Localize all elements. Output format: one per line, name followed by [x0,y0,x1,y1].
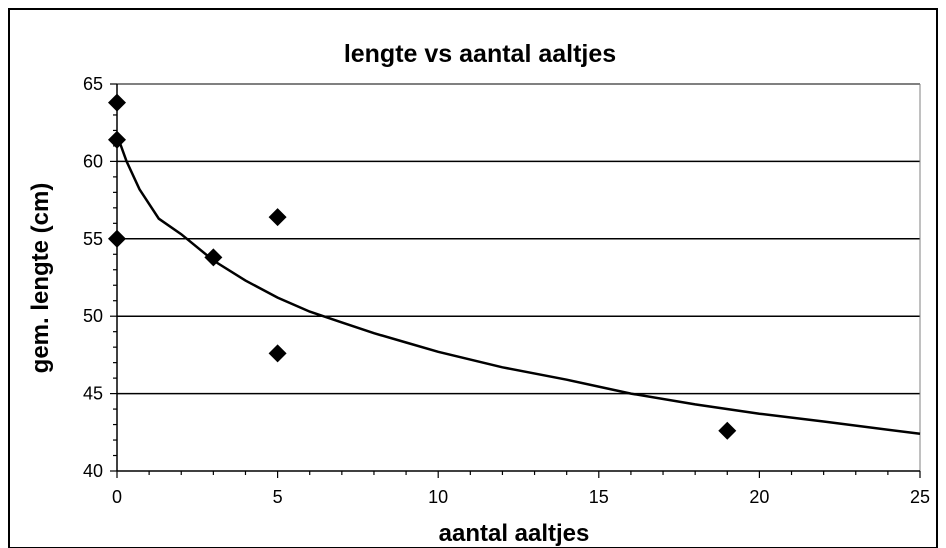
y-tick-label-55: 55 [83,229,103,249]
x-tick-label-25: 25 [910,487,930,507]
chart-frame [8,8,938,548]
axis-layer [110,83,921,478]
x-tick-label-5: 5 [273,487,283,507]
data-point-5 [268,344,287,363]
data-point-3 [204,248,223,267]
data-point-2 [108,229,126,248]
y-tick-label-60: 60 [83,151,103,171]
points-layer [108,93,737,440]
chart-title: lengte vs aantal aaltjes [344,40,616,68]
y-tick-label-40: 40 [83,461,103,481]
data-point-0 [108,93,126,112]
tick-layer: 40 45 50 55 60 65 0 5 10 15 20 25 [83,74,930,507]
y-tick-label-65: 65 [83,74,103,94]
x-tick-label-15: 15 [589,487,609,507]
y-axis-label: gem. lengte (cm) [27,183,54,374]
x-tick-label-0: 0 [112,487,122,507]
trendline [116,136,921,436]
data-point-4 [268,208,287,227]
data-point-6 [718,421,737,440]
trend-layer [116,136,921,436]
x-tick-label-20: 20 [749,487,769,507]
data-point-1 [108,130,126,149]
x-axis-label: aantal aaltjes [439,520,590,547]
y-tick-label-50: 50 [83,306,103,326]
y-tick-label-45: 45 [83,384,103,404]
x-tick-label-10: 10 [428,487,448,507]
